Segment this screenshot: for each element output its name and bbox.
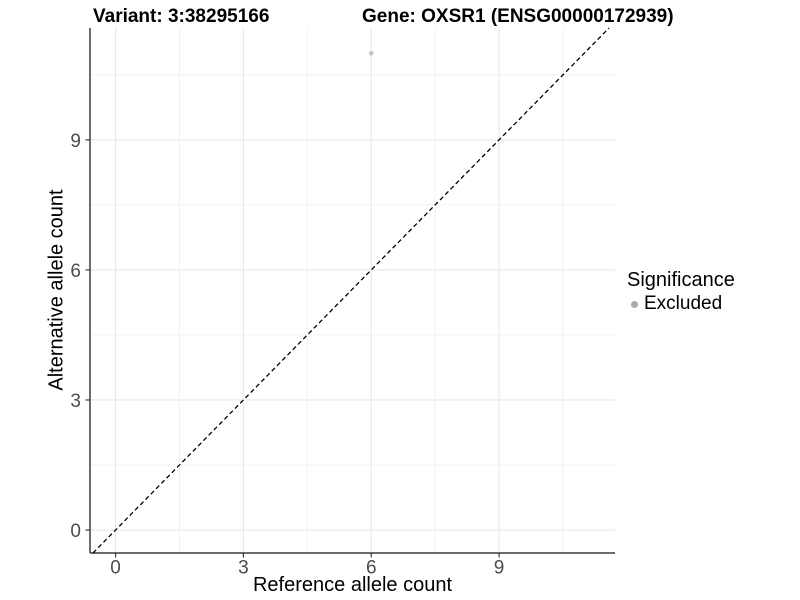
plot-title-gene: Gene: OXSR1 (ENSG00000172939)	[362, 6, 674, 27]
minor-gridlines	[90, 28, 615, 553]
x-tick-label: 0	[110, 558, 121, 579]
plot-title-variant: Variant: 3:38295166	[93, 6, 270, 27]
x-tick-label: 6	[366, 558, 377, 579]
major-gridlines	[90, 28, 615, 553]
y-axis-title: Alternative allele count	[45, 189, 68, 391]
y-tick-label: 0	[70, 521, 81, 542]
y-tick-label: 6	[70, 261, 81, 282]
x-tick-label: 3	[238, 558, 249, 579]
legend-point-icon	[631, 300, 638, 308]
legend-entry-label: Excluded	[644, 293, 723, 314]
x-tick-label: 9	[494, 558, 505, 579]
x-axis-title: Reference allele count	[252, 574, 452, 596]
legend-entry-excluded: Excluded	[627, 293, 735, 315]
y-tick-label: 3	[70, 391, 81, 412]
identity-reference-line	[92, 27, 610, 554]
data-point	[368, 50, 374, 56]
tick-labels: 0 3 6 9 0 3 6 9	[70, 131, 504, 579]
axis-lines	[89, 28, 615, 554]
legend-title: Significance	[627, 269, 735, 291]
legend: Significance Excluded	[627, 269, 735, 315]
data-points	[368, 50, 374, 56]
y-tick-label: 9	[70, 131, 81, 152]
tick-marks	[85, 139, 500, 558]
